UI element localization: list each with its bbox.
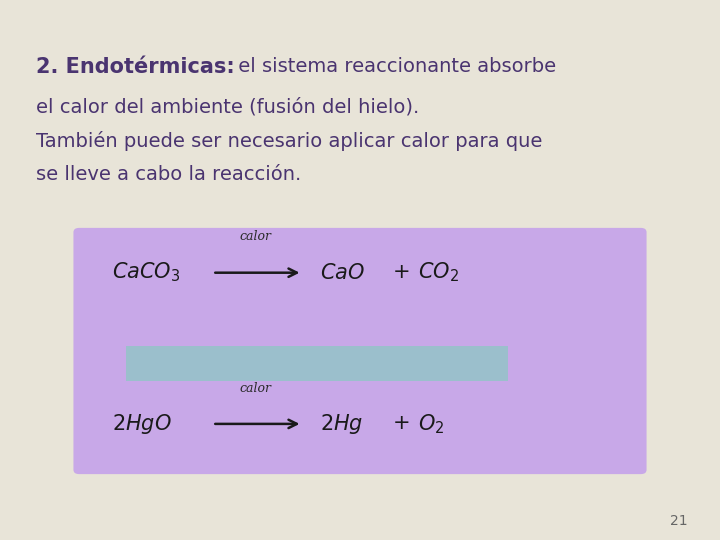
FancyBboxPatch shape [73,228,647,474]
Text: calor: calor [240,382,271,395]
Text: $+$: $+$ [392,414,410,434]
Text: $CaCO_3$: $CaCO_3$ [112,261,180,285]
Text: se lleve a cabo la reacción.: se lleve a cabo la reacción. [36,165,301,184]
Text: También puede ser necesario aplicar calor para que: También puede ser necesario aplicar calo… [36,131,542,151]
Text: $2Hg$: $2Hg$ [320,412,364,436]
Text: $O_2$: $O_2$ [418,412,444,436]
Text: $CO_2$: $CO_2$ [418,261,459,285]
Text: $+$: $+$ [392,263,410,282]
Text: $2HgO$: $2HgO$ [112,412,171,436]
Text: calor: calor [240,230,271,243]
Text: 21: 21 [670,514,688,528]
Bar [126,346,508,381]
Text: $CaO$: $CaO$ [320,262,365,283]
Text: el calor del ambiente (fusión del hielo).: el calor del ambiente (fusión del hielo)… [36,97,419,116]
Text: el sistema reaccionante absorbe: el sistema reaccionante absorbe [232,57,556,76]
Text: 2. Endotérmicas:: 2. Endotérmicas: [36,57,235,77]
